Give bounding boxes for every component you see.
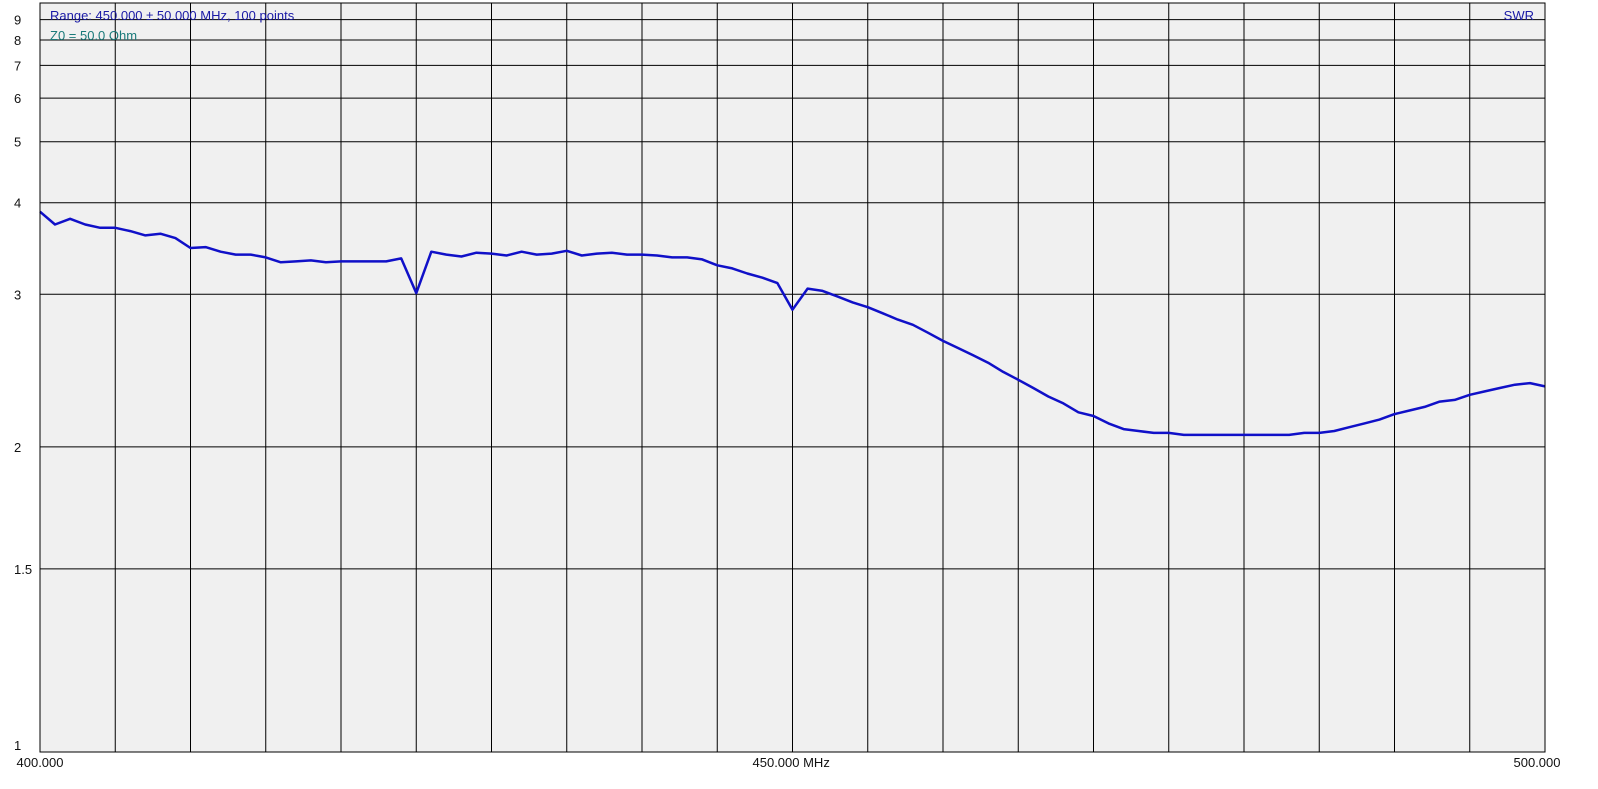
swr-trace-line — [39, 210, 1546, 437]
y-tick-label: 3 — [14, 287, 21, 302]
y-tick-label: 2 — [14, 440, 21, 455]
y-tick-labels: 1 1.5 2 3 4 5 6 7 8 9 — [14, 13, 32, 753]
series-label: SWR — [1503, 8, 1534, 23]
x-tick-labels: 400.000 450.000 MHz 500.000 — [17, 755, 1561, 770]
z0-info: Z0 = 50.0 Ohm — [50, 28, 138, 43]
y-tick-label: 4 — [14, 196, 21, 211]
x-tick-label: 450.000 MHz — [753, 755, 830, 770]
y-tick-label: 1.5 — [14, 562, 32, 577]
x-tick-label: 500.000 — [1514, 755, 1561, 770]
y-tick-label: 8 — [14, 33, 21, 48]
range-info: Range: 450.000 ± 50.000 MHz, 100 points — [50, 8, 295, 23]
grid-lines — [40, 3, 1545, 752]
y-tick-label: 7 — [14, 58, 21, 73]
y-tick-label: 6 — [14, 91, 21, 106]
y-tick-label: 5 — [14, 135, 21, 150]
y-tick-label: 1 — [14, 738, 21, 753]
y-tick-label: 9 — [14, 13, 21, 28]
x-tick-label: 400.000 — [17, 755, 64, 770]
plot-frame — [39, 2, 1546, 753]
